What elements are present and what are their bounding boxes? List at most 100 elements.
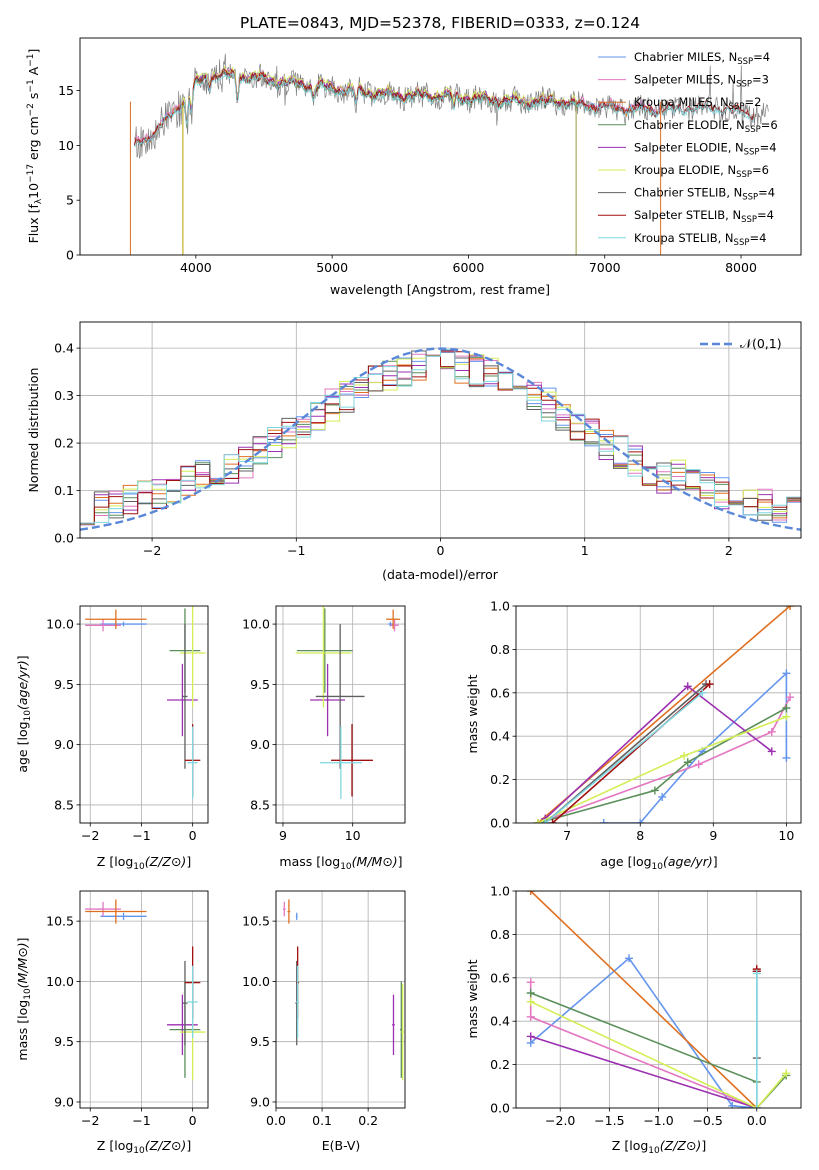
plot-area	[282, 899, 405, 1081]
y-tick-label: 10	[58, 138, 74, 153]
x-tick-label: 8000	[725, 260, 757, 275]
x-tick-label: 9	[279, 828, 287, 843]
x-axis-label: Z [log10(Z/Z⊙)]	[97, 1138, 191, 1156]
y-tick-label: 1.0	[490, 599, 510, 614]
y-tick-label: 0.4	[490, 1014, 510, 1029]
x-tick-label: −2	[143, 543, 161, 558]
y-tick-label: 8.5	[54, 797, 74, 812]
weight-marker	[533, 819, 542, 823]
y-tick-label: 0.0	[490, 816, 510, 831]
legend-label: Chabrier ELODIE, NSSP=6	[634, 118, 778, 135]
weight-marker	[782, 669, 791, 678]
x-tick-label: 0	[189, 828, 197, 843]
weight-line	[530, 957, 757, 1108]
y-tick-label: 0.1	[54, 483, 74, 498]
legend-label: Kroupa ELODIE, NSSP=6	[634, 163, 769, 180]
weight-marker	[782, 712, 791, 721]
y-tick-label: 0.2	[54, 436, 74, 451]
legend: 𝒩(0,1)	[700, 336, 782, 351]
legend-label: Chabrier MILES, NSSP=4	[634, 50, 770, 67]
x-tick-label: 2	[725, 543, 733, 558]
figure-title: PLATE=0843, MJD=52378, FIBERID=0333, z=0…	[240, 14, 640, 32]
x-tick-label: 5000	[316, 260, 348, 275]
weight-marker	[526, 1012, 535, 1021]
plot-area	[533, 606, 795, 823]
weight-marker	[541, 819, 550, 823]
axes-frame	[79, 37, 802, 256]
weight-marker	[636, 819, 645, 823]
legend-label: Chabrier STELIB, NSSP=4	[634, 186, 775, 203]
weight-marker	[752, 1104, 761, 1108]
y-tick-label: 8.5	[250, 797, 270, 812]
y-tick-label: 9.5	[54, 677, 74, 692]
y-tick-label: 0.3	[54, 388, 74, 403]
model-spectrum	[134, 69, 662, 147]
x-tick-label: 1	[581, 543, 589, 558]
y-tick-label: 9.0	[250, 1094, 270, 1109]
panel-spectrum: 4000 5000 6000 7000 8000 0 5 10 15 Chabrier MILES…	[26, 37, 802, 297]
y-tick-label: 0.4	[490, 729, 510, 744]
grid	[80, 891, 208, 1108]
x-tick-label: −1	[287, 543, 305, 558]
y-tick-label: 0.8	[490, 927, 510, 942]
plot-area	[129, 53, 769, 255]
axes-frame	[79, 321, 802, 539]
y-tick-label: 10.0	[46, 617, 74, 632]
x-axis-label: wavelength [Angstrom, rest frame]	[330, 282, 550, 297]
y-tick-label: 1.0	[490, 884, 510, 899]
panel-age_vs_mass: 9 10 8.5 9.0 9.5 10.0 mass [log10(M/M⊙)]	[242, 605, 406, 872]
x-tick-label: −1	[132, 828, 150, 843]
x-tick-label: 0.1	[312, 1113, 332, 1128]
x-tick-label: 0.2	[358, 1113, 378, 1128]
y-tick-label: 0.0	[490, 1101, 510, 1116]
weight-marker	[698, 688, 707, 697]
weight-marker	[705, 680, 714, 689]
y-tick-label: 0.2	[490, 1057, 510, 1072]
weight-line	[530, 1035, 758, 1108]
panel-mass_vs_ebv: 0.0 0.1 0.2 9.0 9.5 10.0 10.5 E(B-V)	[242, 890, 406, 1153]
y-tick-label: 9.0	[54, 737, 74, 752]
x-tick-label: −2.0	[545, 1113, 575, 1128]
y-tick-label: 10.5	[46, 914, 74, 929]
plot-area	[295, 606, 401, 799]
weight-marker	[683, 682, 692, 691]
weight-marker	[548, 819, 557, 823]
y-axis-label: mass weight	[465, 959, 480, 1038]
weight-marker	[767, 727, 776, 736]
y-axis-label: age [log10(age/yr)]	[15, 655, 33, 772]
weight-marker	[728, 1101, 737, 1108]
weight-marker	[694, 760, 703, 769]
weight-marker	[683, 758, 692, 767]
x-tick-label: −1.5	[594, 1113, 624, 1128]
legend-label: Salpeter ELODIE, NSSP=4	[634, 140, 777, 157]
x-tick-label: 10	[778, 828, 794, 843]
x-tick-label: 7	[563, 828, 571, 843]
plot-area	[85, 899, 206, 1081]
axes-frame	[275, 890, 406, 1109]
legend: Chabrier MILES, NSSP=4 Salpeter MILES, NS…	[598, 50, 778, 248]
y-tick-label: 0.0	[54, 531, 74, 546]
panel-weight_vs_age: 7 8 9 10 0.0 0.2 0.4 0.6 0.8 1.0 age [log10(age/yr…	[465, 599, 802, 872]
grid	[80, 606, 208, 823]
axes-frame	[79, 605, 209, 824]
y-tick-label: 9.5	[250, 677, 270, 692]
x-tick-label: 0	[189, 1113, 197, 1128]
weight-line	[537, 696, 791, 823]
weight-marker	[650, 786, 659, 795]
grid	[275, 891, 405, 1108]
plot-area	[526, 891, 791, 1108]
y-tick-label: 0.6	[490, 970, 510, 985]
y-axis-label: mass [log10(M/M⊙)]	[15, 937, 33, 1060]
y-tick-label: 10.5	[242, 914, 270, 929]
x-axis-label: Z [log10(Z/Z⊙)]	[612, 1138, 706, 1156]
axes-frame	[515, 890, 802, 1109]
x-tick-label: 0	[437, 543, 445, 558]
x-tick-label: 0.0	[747, 1113, 767, 1128]
weight-marker	[767, 747, 776, 756]
x-tick-label: −0.5	[692, 1113, 722, 1128]
axes-frame	[79, 890, 209, 1109]
x-tick-label: 9	[709, 828, 717, 843]
x-tick-label: 8	[636, 828, 644, 843]
weight-marker	[599, 819, 608, 823]
y-axis-label: Flux [fλ10−17 erg cm−2 s−1 A−1]	[26, 49, 44, 244]
